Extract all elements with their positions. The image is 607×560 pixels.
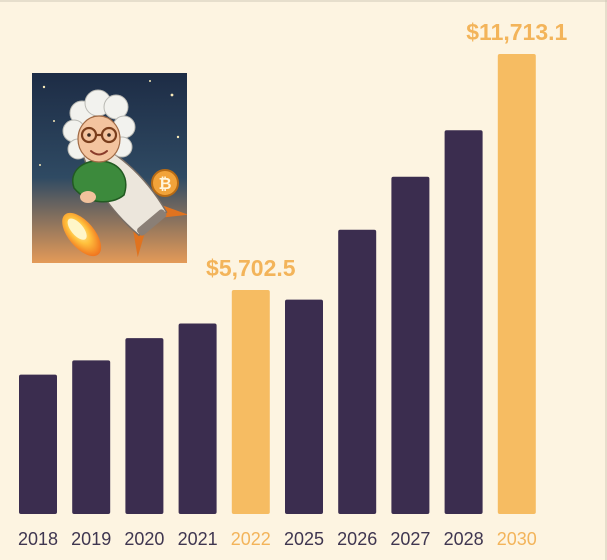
bar-2022: [231, 290, 270, 514]
bar-2019: [72, 360, 111, 514]
grandma-riding-bitcoin-rocket-icon: ₿: [32, 73, 187, 263]
x-tick-label-2028: 2028: [444, 529, 484, 549]
bar-2028: [444, 130, 483, 515]
data-label-2030: $11,713.1: [466, 19, 567, 45]
x-tick-label-2021: 2021: [178, 529, 218, 549]
bar-2030: [497, 54, 536, 514]
x-tick-label-2019: 2019: [71, 529, 111, 549]
x-tick-label-2022: 2022: [231, 529, 271, 549]
bar-2026: [338, 229, 377, 514]
rocket-flame: [62, 212, 102, 257]
bar-2027: [391, 176, 430, 514]
x-tick-label-2027: 2027: [390, 529, 430, 549]
x-tick-label-2020: 2020: [124, 529, 164, 549]
x-tick-label-2030: 2030: [497, 529, 537, 549]
data-labels-layer: $5,702.5 $11,713.1: [206, 19, 567, 281]
bitcoin-symbol: ₿: [158, 174, 171, 193]
stars: [39, 80, 180, 186]
grandma: [62, 89, 136, 203]
bar-2021: [178, 323, 217, 514]
x-tick-label-2026: 2026: [337, 529, 377, 549]
x-tick-label-2018: 2018: [18, 529, 58, 549]
x-tick-label-2025: 2025: [284, 529, 324, 549]
bar-2025: [285, 299, 323, 514]
x-tick-labels-layer: 2018 2019 2020 2021 2022 2025 2026 2027 2028 2030: [18, 529, 537, 549]
bar-2018: [19, 374, 57, 514]
data-label-2022: $5,702.5: [206, 255, 296, 281]
bars-layer: [19, 54, 536, 515]
grandma-smile: [90, 150, 108, 156]
bitcoin-coin-icon: [151, 169, 179, 197]
bar-2020: [125, 338, 164, 514]
glasses-icon: [80, 126, 118, 144]
